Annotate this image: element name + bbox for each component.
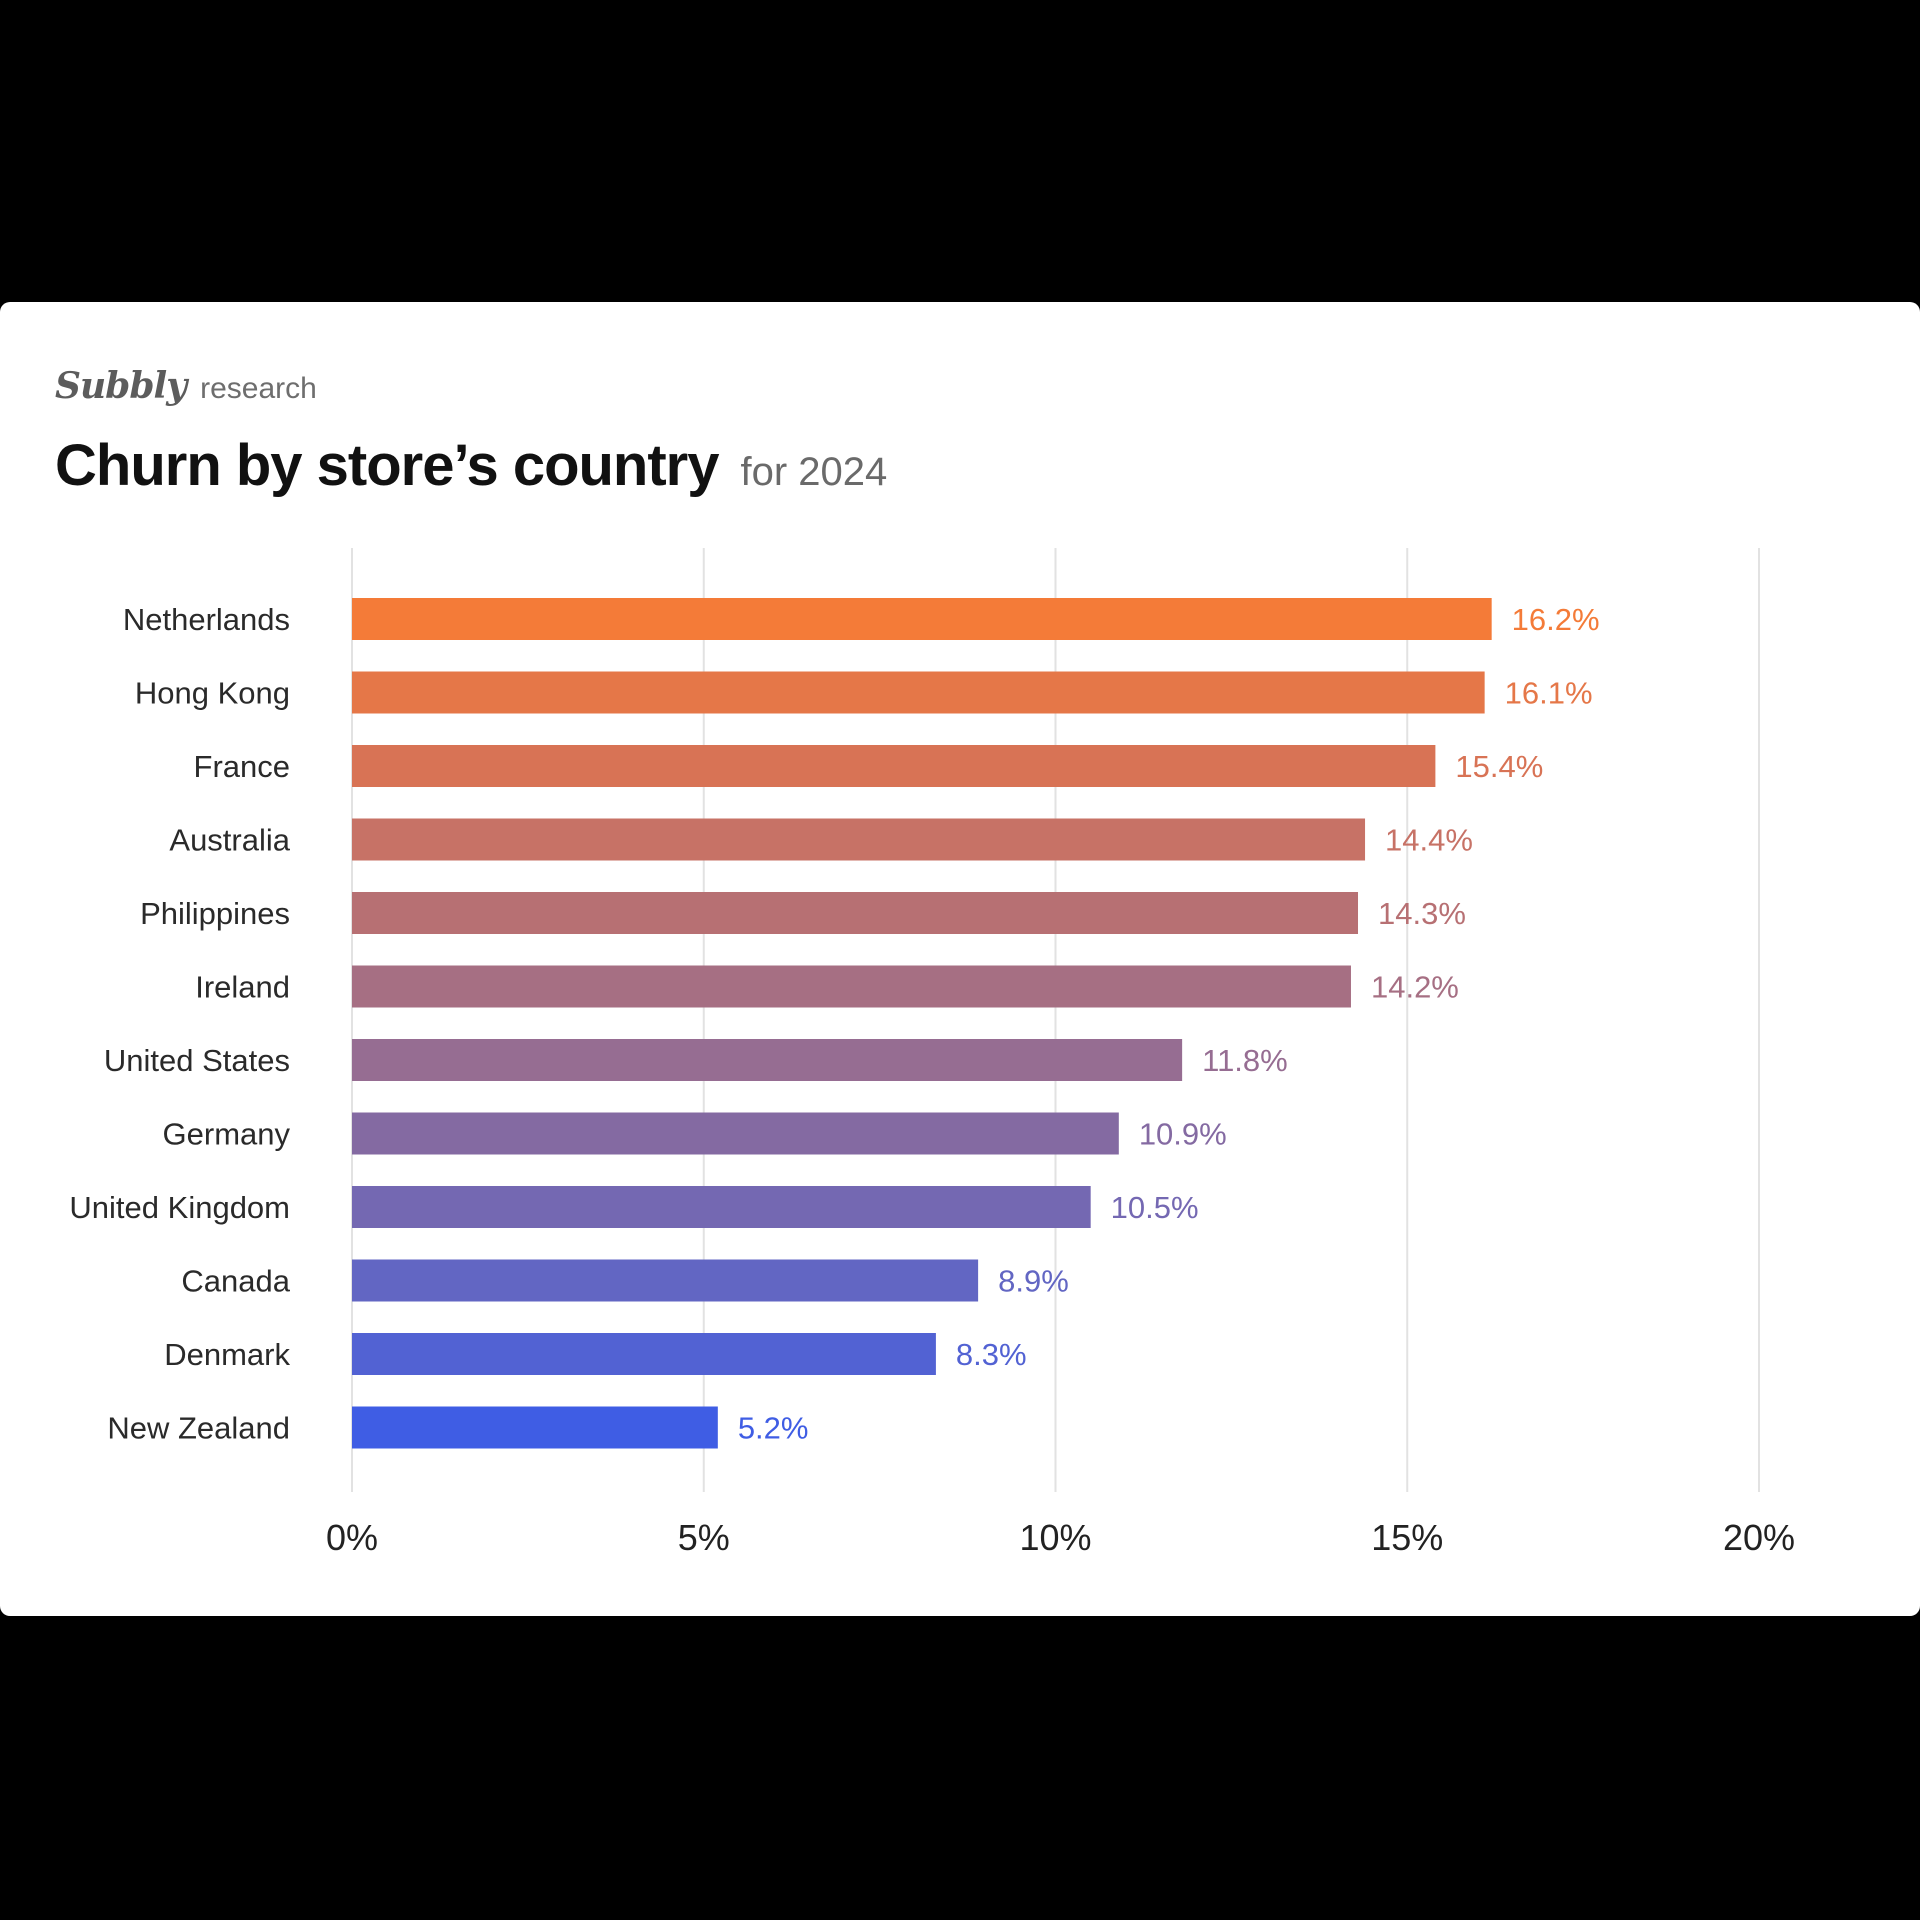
chart-subtitle: for 2024 <box>740 450 888 494</box>
chart-card <box>0 302 1920 1616</box>
brand: Subbly research <box>55 365 317 407</box>
value-label: 14.3% <box>1378 896 1466 931</box>
brand-logo: Subbly <box>55 365 187 407</box>
category-label: Canada <box>181 1264 290 1299</box>
labels: 0% 5% 10% 15% 20% Netherlands 16.2% Hong Kong 16… <box>69 602 1795 1558</box>
bar-united-states <box>352 1039 1183 1081</box>
x-tick-label-4: 20% <box>1723 1517 1795 1558</box>
value-label: 8.9% <box>998 1264 1069 1299</box>
x-tick-label-1: 5% <box>678 1517 730 1558</box>
bar-netherlands <box>352 598 1492 640</box>
x-tick-label-0: 0% <box>326 1517 378 1558</box>
value-label: 16.2% <box>1512 602 1600 637</box>
value-label: 5.2% <box>738 1411 809 1446</box>
bar-united-kingdom <box>352 1186 1091 1228</box>
bar-germany <box>352 1112 1119 1155</box>
category-label: France <box>194 749 290 784</box>
bar-canada <box>352 1259 979 1302</box>
bar-denmark <box>352 1333 936 1375</box>
bars <box>352 598 1492 1449</box>
category-label: New Zealand <box>107 1411 290 1446</box>
bar-ireland <box>352 965 1351 1008</box>
value-label: 14.2% <box>1371 970 1459 1005</box>
value-label: 11.8% <box>1202 1043 1288 1078</box>
category-label: Netherlands <box>123 602 290 637</box>
x-tick-label-2: 10% <box>1019 1517 1091 1558</box>
bar-new-zealand <box>352 1406 718 1449</box>
bar-hong-kong <box>352 671 1485 714</box>
x-tick-label-3: 15% <box>1371 1517 1443 1558</box>
category-label: Australia <box>169 823 290 858</box>
category-label: Germany <box>163 1117 291 1152</box>
chart-title: Churn by store’s country <box>55 433 720 498</box>
value-label: 15.4% <box>1455 749 1543 784</box>
category-label: Ireland <box>195 970 290 1005</box>
category-label: Philippines <box>140 896 290 931</box>
bar-philippines <box>352 892 1359 934</box>
value-label: 10.9% <box>1139 1117 1227 1152</box>
category-label: United States <box>104 1043 290 1078</box>
value-label: 8.3% <box>956 1337 1027 1372</box>
category-label: United Kingdom <box>69 1190 290 1225</box>
brand-subtitle: research <box>200 372 317 405</box>
title-row: Churn by store’s country for 2024 <box>55 432 887 499</box>
value-label: 16.1% <box>1505 676 1593 711</box>
category-label: Hong Kong <box>135 676 290 711</box>
bar-australia <box>352 818 1366 861</box>
category-label: Denmark <box>164 1337 290 1372</box>
bar-france <box>352 745 1436 787</box>
value-label: 14.4% <box>1385 823 1473 858</box>
value-label: 10.5% <box>1111 1190 1199 1225</box>
